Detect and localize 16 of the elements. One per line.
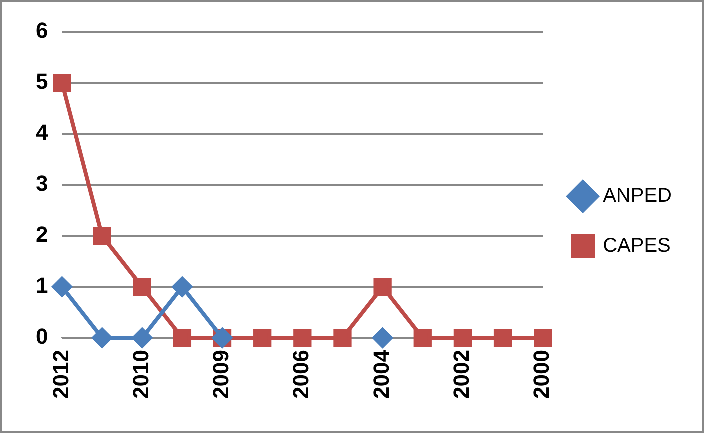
y-tick-label: 5 — [36, 69, 48, 94]
x-tick-label: 2000 — [529, 350, 554, 400]
y-tick-label: 4 — [36, 120, 49, 146]
x-tick-label: 2012 — [48, 350, 74, 400]
y-tick-label: 0 — [36, 324, 48, 350]
y-tick-label: 6 — [36, 18, 48, 44]
legend-label: CAPES — [603, 235, 671, 258]
x-tick-label: 2002 — [449, 350, 474, 400]
y-tick-label: 2 — [36, 222, 48, 248]
y-tick-label: 1 — [36, 273, 48, 298]
x-tick-label: 2006 — [288, 350, 314, 400]
x-tick-label: 2009 — [208, 350, 234, 400]
x-tick-label: 2010 — [128, 350, 154, 400]
x-tick-label: 2004 — [368, 349, 394, 400]
legend-label: ANPED — [603, 185, 672, 208]
y-tick-label: 3 — [36, 171, 48, 196]
